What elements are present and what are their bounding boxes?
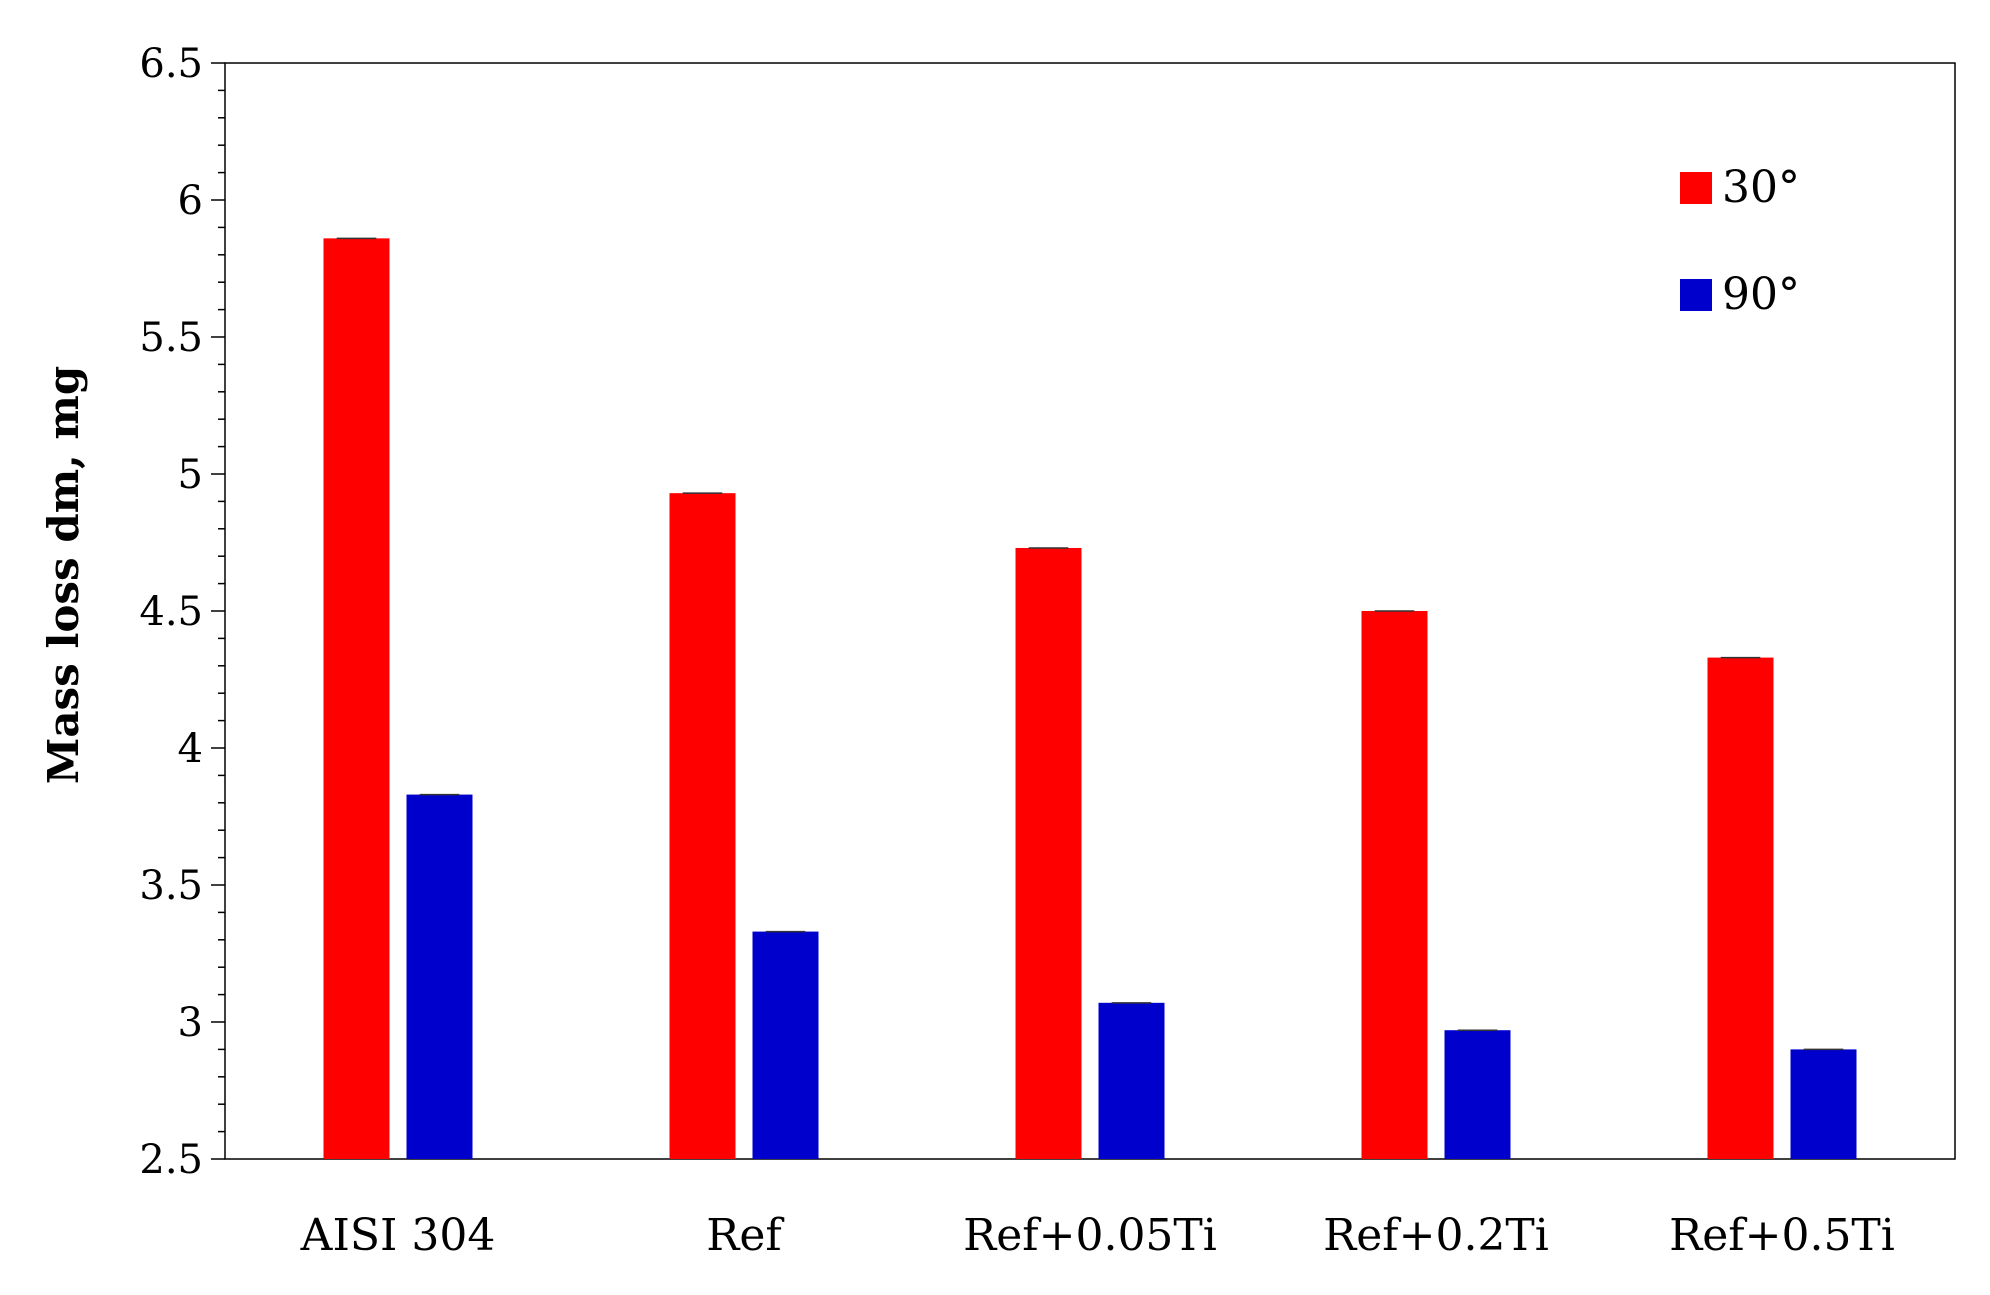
legend: 30° 90° [1680, 162, 1800, 320]
y-tick-label: 3.5 [139, 863, 203, 909]
y-tick-label: 4 [178, 726, 203, 772]
x-category-label: Ref [706, 1210, 784, 1261]
bar-90deg-1 [752, 931, 819, 1159]
y-axis-title: Mass loss dm, mg [39, 366, 88, 784]
plot-area [224, 62, 1956, 1160]
bar-90deg-3 [1444, 1030, 1511, 1159]
y-axis: 2.5 3 3.5 4 4.5 5 5.5 6 6.5 [139, 41, 225, 1183]
y-tick-label: 3 [178, 1000, 203, 1046]
bar-90deg-4 [1790, 1049, 1857, 1159]
y-tick-label: 5 [178, 452, 203, 498]
bar-30deg-2 [1015, 547, 1082, 1159]
legend-label: 30° [1722, 162, 1800, 213]
x-category-label: Ref+0.05Ti [963, 1210, 1217, 1261]
x-category-label: Ref+0.2Ti [1323, 1210, 1549, 1261]
y-tick-label: 4.5 [139, 589, 203, 635]
y-tick-label: 5.5 [139, 315, 203, 361]
bar-30deg-0 [323, 238, 390, 1160]
legend-swatch [1680, 172, 1712, 204]
legend-label: 90° [1722, 269, 1800, 320]
x-axis: AISI 304 Ref Ref+0.05Ti Ref+0.2Ti Ref+0.5Ti [300, 1210, 1895, 1261]
bar-30deg-1 [669, 493, 736, 1159]
y-tick-label: 2.5 [139, 1137, 203, 1183]
y-tick-label: 6 [178, 178, 203, 224]
legend-swatch [1680, 279, 1712, 311]
bar-30deg-3 [1361, 611, 1428, 1159]
x-category-label: Ref+0.5Ti [1669, 1210, 1895, 1261]
bar-30deg-4 [1707, 657, 1774, 1159]
bar-90deg-2 [1098, 1002, 1165, 1159]
y-tick-label: 6.5 [139, 41, 203, 87]
bar-90deg-0 [406, 794, 473, 1159]
bars [323, 237, 1857, 1160]
x-category-label: AISI 304 [300, 1210, 496, 1261]
